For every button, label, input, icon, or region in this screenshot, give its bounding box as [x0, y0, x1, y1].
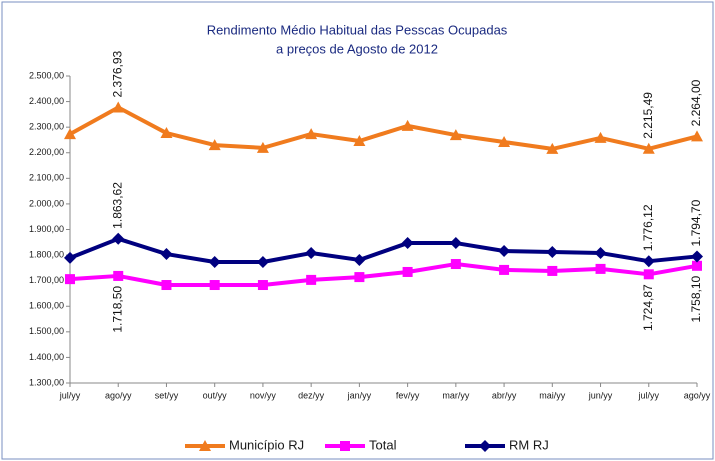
marker [450, 259, 461, 270]
y-tick-label: 2.100,00 [29, 173, 64, 183]
data-label: 1.863,62 [110, 182, 124, 229]
data-label: 1.724,87 [641, 284, 655, 331]
marker [305, 247, 318, 260]
x-tick-label: mai/yy [539, 390, 566, 400]
marker [401, 237, 414, 250]
legend-label: RM RJ [509, 437, 549, 452]
marker [209, 280, 220, 291]
marker [642, 142, 655, 154]
marker [692, 260, 702, 271]
x-tick-label: ago/yy [105, 390, 132, 400]
marker [256, 141, 269, 153]
marker [353, 253, 366, 266]
marker [306, 274, 317, 285]
x-tick-label: set/yy [155, 390, 179, 400]
x-tick-label: jul/yy [638, 390, 660, 400]
marker [305, 128, 318, 140]
data-label: 1.758,10 [689, 275, 703, 322]
legend-label: Total [369, 437, 397, 452]
marker [595, 263, 606, 274]
marker [499, 264, 510, 275]
marker [256, 255, 269, 268]
marker [160, 248, 173, 261]
marker [449, 129, 462, 141]
legend-marker [199, 440, 211, 451]
x-tick-label: mar/yy [442, 390, 470, 400]
series-line [69, 262, 698, 288]
marker [594, 131, 607, 143]
marker [547, 265, 558, 276]
y-tick-label: 1.800,00 [29, 249, 64, 259]
marker [112, 232, 125, 245]
data-label: 1.776,12 [641, 204, 655, 251]
x-tick-label: jan/yy [347, 390, 372, 400]
y-tick-label: 2.400,00 [29, 96, 64, 106]
marker [546, 142, 559, 154]
marker [643, 269, 654, 280]
marker [64, 251, 76, 264]
y-tick-label: 1.300,00 [29, 377, 64, 387]
marker [353, 134, 366, 146]
marker [208, 139, 221, 151]
data-label: 2.215,49 [641, 92, 655, 139]
series-line [69, 236, 698, 264]
y-tick-label: 2.200,00 [29, 147, 64, 157]
series-line [69, 105, 698, 151]
y-tick-label: 2.300,00 [29, 122, 64, 132]
legend-marker [340, 441, 350, 451]
marker [498, 136, 511, 148]
marker [112, 101, 125, 113]
y-tick-label: 1.600,00 [29, 301, 64, 311]
y-tick-label: 1.400,00 [29, 352, 64, 362]
x-tick-label: jul/yy [59, 390, 81, 400]
y-tick-label: 1.500,00 [29, 326, 64, 336]
data-label: 2.376,93 [110, 50, 124, 97]
x-tick-label: abr/yy [492, 390, 517, 400]
chart-subtitle: a preços de Agosto de 2012 [276, 41, 438, 56]
x-tick-label: fev/yy [396, 390, 420, 400]
x-tick-label: dez/yy [298, 390, 325, 400]
marker [64, 128, 76, 140]
marker [257, 280, 268, 291]
marker [354, 272, 365, 283]
y-tick-label: 1.700,00 [29, 275, 64, 285]
data-label: 2.264,00 [689, 79, 703, 126]
chart-title: Rendimento Médio Habitual das Pesscas Oc… [207, 22, 508, 37]
marker [208, 255, 221, 268]
y-tick-label: 1.900,00 [29, 224, 64, 234]
x-tick-label: out/yy [203, 390, 228, 400]
legend-marker [479, 440, 491, 452]
marker [498, 244, 511, 257]
data-label: 1.794,70 [689, 199, 703, 246]
data-label: 1.718,50 [110, 286, 124, 333]
x-tick-label: nov/yy [250, 390, 277, 400]
marker [65, 274, 75, 285]
legend-label: Município RJ [229, 437, 304, 452]
marker [160, 127, 173, 139]
marker [546, 246, 559, 259]
marker [642, 255, 655, 268]
marker [161, 280, 172, 291]
x-tick-label: ago/yy [684, 390, 711, 400]
y-tick-label: 2.000,00 [29, 198, 64, 208]
x-tick-label: jun/yy [588, 390, 613, 400]
marker [691, 250, 703, 263]
marker [402, 266, 413, 277]
marker [449, 237, 462, 250]
marker [594, 247, 607, 260]
marker [401, 119, 414, 131]
y-tick-label: 2.500,00 [29, 70, 64, 80]
marker [113, 270, 124, 281]
marker [691, 130, 703, 142]
